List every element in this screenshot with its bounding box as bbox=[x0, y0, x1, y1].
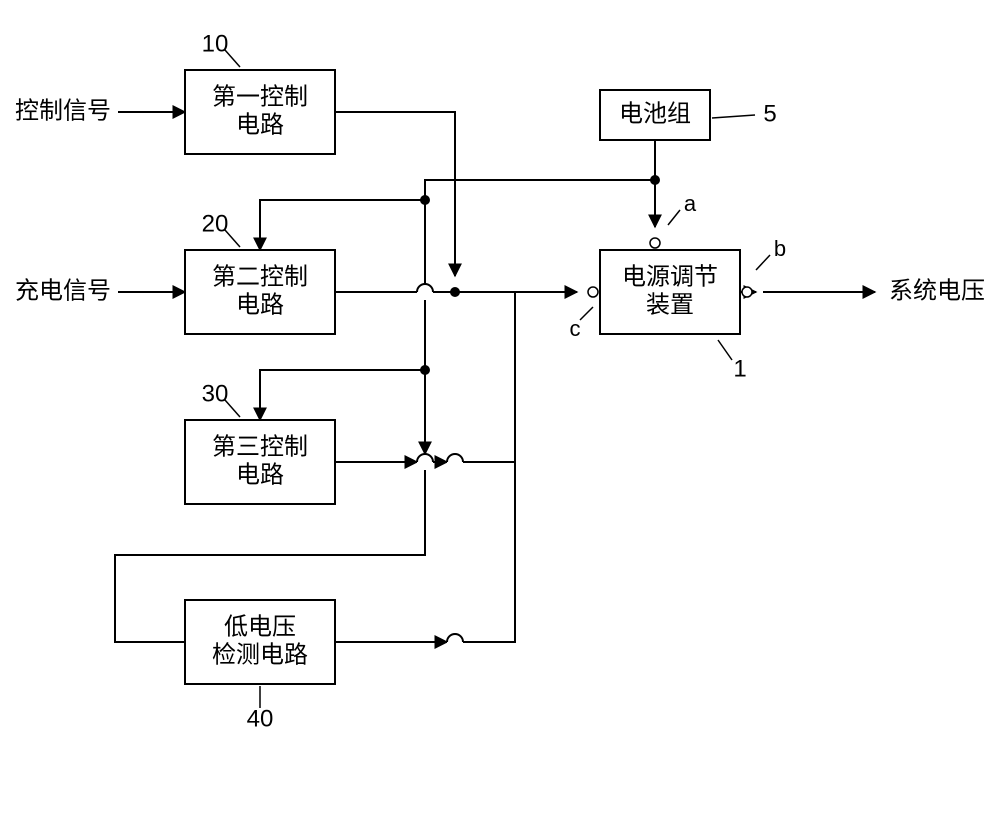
wire-bat-branch bbox=[425, 180, 655, 200]
wire-b10-out-down bbox=[335, 112, 455, 276]
leader-pb bbox=[756, 255, 770, 270]
block-label-b20-line1: 电路 bbox=[236, 291, 284, 318]
leader-pa bbox=[668, 210, 680, 225]
boxes-layer: 第一控制电路第二控制电路第三控制电路低电压检测电路电池组电源调节装置 bbox=[185, 70, 740, 684]
port-label-pc: c bbox=[570, 316, 581, 341]
wire-b30-to-bus-c bbox=[463, 292, 515, 462]
block-b5: 电池组 bbox=[600, 90, 710, 140]
block-b40: 低电压检测电路 bbox=[185, 600, 335, 684]
block-b20: 第二控制电路 bbox=[185, 250, 335, 334]
wire-bus-v-to-b20 bbox=[260, 200, 425, 250]
external-label-charge_in: 充电信号 bbox=[15, 277, 111, 304]
block-diagram: 第一控制电路第二控制电路第三控制电路低电压检测电路电池组电源调节装置 10203… bbox=[0, 0, 1000, 820]
junction-dot bbox=[420, 195, 430, 205]
refdes-r20: 20 bbox=[202, 210, 229, 237]
leader-r5 bbox=[712, 115, 755, 118]
block-label-b40-line1: 检测电路 bbox=[212, 641, 308, 668]
port-label-pa: a bbox=[684, 191, 697, 216]
block-b10: 第一控制电路 bbox=[185, 70, 335, 154]
junction-dot bbox=[450, 287, 460, 297]
block-label-b10-line0: 第一控制 bbox=[212, 83, 308, 110]
wire-b40-to-bus-c bbox=[463, 462, 515, 642]
block-b30: 第三控制电路 bbox=[185, 420, 335, 504]
port-label-pb: b bbox=[774, 236, 786, 261]
block-label-b1-line1: 装置 bbox=[646, 291, 694, 318]
refdes-r10: 10 bbox=[202, 30, 229, 57]
block-label-b40-line0: 低电压 bbox=[224, 613, 296, 640]
labels-layer: 10 20 30 40 5 1 a b c 控制信号充电信号 系统电压 bbox=[15, 30, 985, 732]
block-label-b1-line0: 电源调节 bbox=[622, 263, 718, 290]
junction-dot bbox=[420, 365, 430, 375]
wires-layer bbox=[115, 112, 875, 642]
port-b bbox=[742, 287, 752, 297]
junction-dot bbox=[650, 175, 660, 185]
block-label-b30-line0: 第三控制 bbox=[212, 433, 308, 460]
port-a bbox=[650, 238, 660, 248]
refdes-r40: 40 bbox=[247, 705, 274, 732]
block-label-b10-line1: 电路 bbox=[236, 111, 284, 138]
block-label-b5-line0: 电池组 bbox=[619, 100, 691, 127]
crossover-layer bbox=[417, 284, 463, 650]
refdes-r5: 5 bbox=[763, 100, 776, 127]
block-label-b20-line0: 第二控制 bbox=[212, 263, 308, 290]
refdes-r30: 30 bbox=[202, 380, 229, 407]
leader-r1 bbox=[718, 340, 732, 360]
port-c bbox=[588, 287, 598, 297]
external-label-sys_out: 系统电压 bbox=[889, 277, 985, 304]
block-label-b30-line1: 电路 bbox=[236, 461, 284, 488]
refdes-r1: 1 bbox=[733, 355, 746, 382]
leader-pc bbox=[580, 307, 593, 320]
block-b1: 电源调节装置 bbox=[600, 250, 740, 334]
wire-bus-v-to-b30 bbox=[260, 370, 425, 420]
external-label-ctrl_in: 控制信号 bbox=[15, 97, 111, 124]
